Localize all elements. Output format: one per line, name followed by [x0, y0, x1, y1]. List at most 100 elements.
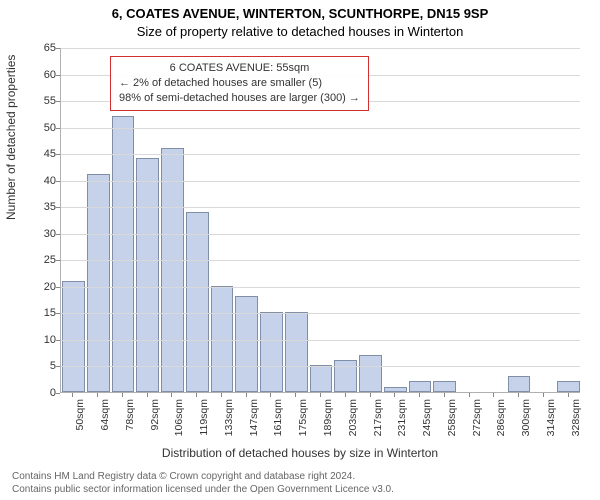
x-tick-label: 189sqm — [322, 399, 334, 449]
x-tick-mark — [97, 393, 98, 397]
y-axis-label: Number of detached properties — [4, 55, 18, 220]
bar — [557, 381, 580, 392]
bar — [384, 387, 407, 392]
bar — [508, 376, 531, 392]
y-tick-label: 5 — [26, 360, 56, 372]
x-tick-label: 64sqm — [99, 399, 111, 449]
y-tick-label: 45 — [26, 148, 56, 160]
x-tick-label: 328sqm — [570, 399, 582, 449]
x-tick-label: 133sqm — [223, 399, 235, 449]
x-tick-label: 245sqm — [421, 399, 433, 449]
y-tick-label: 35 — [26, 201, 56, 213]
y-tick-label: 50 — [26, 122, 56, 134]
y-tick-mark — [56, 128, 60, 129]
x-tick-mark — [221, 393, 222, 397]
y-tick-mark — [56, 207, 60, 208]
x-tick-mark — [493, 393, 494, 397]
bar — [285, 312, 308, 392]
x-tick-mark — [171, 393, 172, 397]
x-tick-mark — [568, 393, 569, 397]
bar — [310, 365, 333, 392]
x-tick-label: 161sqm — [272, 399, 284, 449]
gridline — [61, 340, 580, 341]
x-tick-label: 272sqm — [471, 399, 483, 449]
x-tick-mark — [345, 393, 346, 397]
bar — [433, 381, 456, 392]
callout-line1: 6 COATES AVENUE: 55sqm — [119, 61, 360, 76]
bar — [161, 148, 184, 392]
chart-address-title: 6, COATES AVENUE, WINTERTON, SCUNTHORPE,… — [0, 6, 600, 21]
bar — [136, 158, 159, 392]
x-tick-label: 300sqm — [520, 399, 532, 449]
gridline — [61, 48, 580, 49]
y-tick-label: 40 — [26, 175, 56, 187]
y-tick-label: 20 — [26, 281, 56, 293]
x-axis-label: Distribution of detached houses by size … — [0, 446, 600, 460]
y-tick-label: 25 — [26, 254, 56, 266]
callout-line2: ← 2% of detached houses are smaller (5) — [119, 76, 360, 91]
x-tick-mark — [518, 393, 519, 397]
y-tick-mark — [56, 48, 60, 49]
x-tick-label: 314sqm — [545, 399, 557, 449]
y-tick-mark — [56, 313, 60, 314]
y-tick-mark — [56, 393, 60, 394]
x-tick-label: 92sqm — [149, 399, 161, 449]
x-tick-mark — [147, 393, 148, 397]
bar — [235, 296, 258, 392]
x-tick-mark — [122, 393, 123, 397]
bar — [409, 381, 432, 392]
bar — [211, 286, 234, 392]
bar — [359, 355, 382, 392]
x-tick-label: 217sqm — [372, 399, 384, 449]
x-tick-label: 231sqm — [396, 399, 408, 449]
gridline — [61, 287, 580, 288]
gridline — [61, 366, 580, 367]
chart-container: 6, COATES AVENUE, WINTERTON, SCUNTHORPE,… — [0, 0, 600, 500]
callout-box: 6 COATES AVENUE: 55sqm ← 2% of detached … — [110, 56, 369, 111]
x-tick-mark — [246, 393, 247, 397]
bar — [112, 116, 135, 392]
x-tick-mark — [543, 393, 544, 397]
bar — [334, 360, 357, 392]
x-tick-label: 106sqm — [173, 399, 185, 449]
x-tick-label: 147sqm — [248, 399, 260, 449]
gridline — [61, 234, 580, 235]
y-tick-label: 0 — [26, 387, 56, 399]
y-tick-mark — [56, 287, 60, 288]
x-tick-mark — [444, 393, 445, 397]
y-tick-label: 60 — [26, 69, 56, 81]
x-tick-mark — [320, 393, 321, 397]
x-tick-label: 258sqm — [446, 399, 458, 449]
gridline — [61, 207, 580, 208]
y-tick-label: 55 — [26, 95, 56, 107]
y-tick-mark — [56, 75, 60, 76]
bar — [62, 281, 85, 392]
x-tick-label: 50sqm — [74, 399, 86, 449]
x-tick-mark — [469, 393, 470, 397]
x-tick-label: 286sqm — [495, 399, 507, 449]
y-tick-label: 15 — [26, 307, 56, 319]
x-tick-mark — [270, 393, 271, 397]
y-tick-label: 65 — [26, 42, 56, 54]
y-tick-label: 10 — [26, 334, 56, 346]
x-tick-mark — [419, 393, 420, 397]
gridline — [61, 181, 580, 182]
footer-line2: Contains public sector information licen… — [12, 483, 588, 496]
y-tick-mark — [56, 101, 60, 102]
x-tick-mark — [72, 393, 73, 397]
y-tick-label: 30 — [26, 228, 56, 240]
gridline — [61, 154, 580, 155]
x-tick-mark — [370, 393, 371, 397]
y-tick-mark — [56, 234, 60, 235]
chart-subtitle: Size of property relative to detached ho… — [0, 24, 600, 39]
x-tick-label: 78sqm — [124, 399, 136, 449]
gridline — [61, 313, 580, 314]
footer-attribution: Contains HM Land Registry data © Crown c… — [12, 470, 588, 496]
x-tick-label: 119sqm — [198, 399, 210, 449]
y-tick-mark — [56, 181, 60, 182]
x-tick-mark — [295, 393, 296, 397]
x-tick-mark — [196, 393, 197, 397]
bar — [186, 212, 209, 392]
y-tick-mark — [56, 366, 60, 367]
x-tick-mark — [394, 393, 395, 397]
